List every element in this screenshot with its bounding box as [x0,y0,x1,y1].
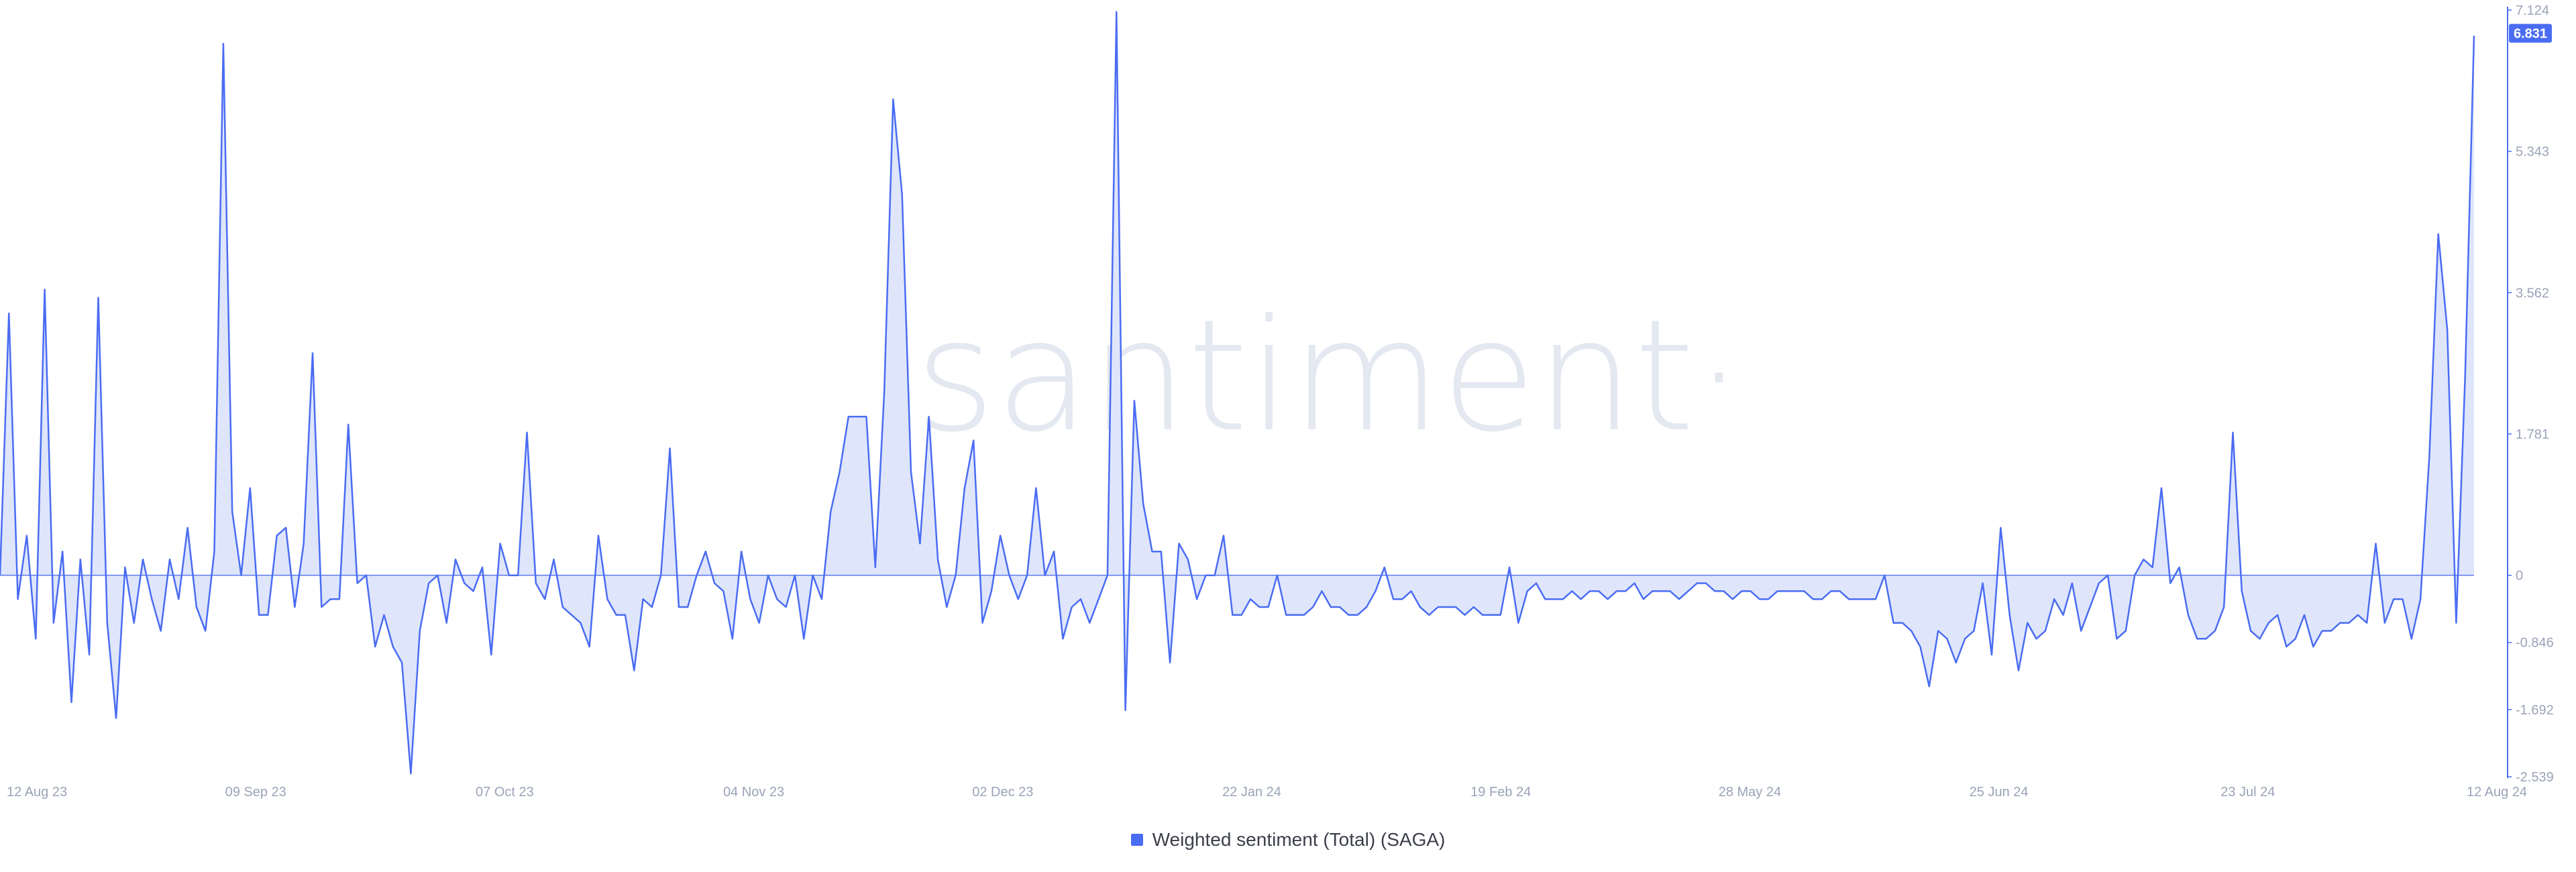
x-tick-label: 12 Aug 23 [7,785,67,800]
x-tick-label: 25 Jun 24 [1970,785,2029,800]
chart-line-layer [0,11,2475,775]
series-line [0,11,2475,775]
last-value-badge-text: 6.831 [2514,27,2547,42]
y-tick-label: -2.539 [2516,770,2554,785]
x-tick-label: 07 Oct 23 [476,785,534,800]
legend[interactable]: Weighted sentiment (Total) (SAGA) [0,826,2576,853]
chart-area [0,11,2474,774]
x-tick-label: 19 Feb 24 [1470,785,1531,800]
x-tick-label: 09 Sep 23 [225,785,286,800]
y-tick-label: 1.781 [2516,427,2549,442]
y-tick-label: 3.562 [2516,286,2549,301]
x-tick-label: 02 Dec 23 [972,785,1033,800]
x-axis: 12 Aug 23 09 Sep 23 07 Oct 23 04 Nov 23 02 D… [7,785,2527,800]
x-tick-label: 12 Aug 24 [2467,785,2527,800]
x-tick-label: 23 Jul 24 [2220,785,2275,800]
x-tick-label: 22 Jan 24 [1222,785,1281,800]
last-value-badge: 6.831 [2509,23,2552,43]
y-tick-label: 0 [2516,569,2523,584]
legend-label: Weighted sentiment (Total) (SAGA) [1152,829,1446,850]
x-tick-label: 28 May 24 [1719,785,1781,800]
area-fill [0,11,2474,774]
y-tick-label: 5.343 [2516,145,2549,160]
legend-swatch [1130,834,1143,846]
y-tick-label: -1.692 [2516,703,2554,718]
y-tick-label: 7.124 [2516,3,2549,18]
y-tick-label: -0.846 [2516,636,2554,651]
y-axis[interactable]: 7.124 5.343 3.562 1.781 0 -0.846 -1.692 -2.539 [2507,3,2554,785]
santiment-watermark: ·santiment· [866,287,1743,466]
x-tick-label: 04 Nov 23 [723,785,784,800]
last-value-badge-bg [2509,23,2552,43]
